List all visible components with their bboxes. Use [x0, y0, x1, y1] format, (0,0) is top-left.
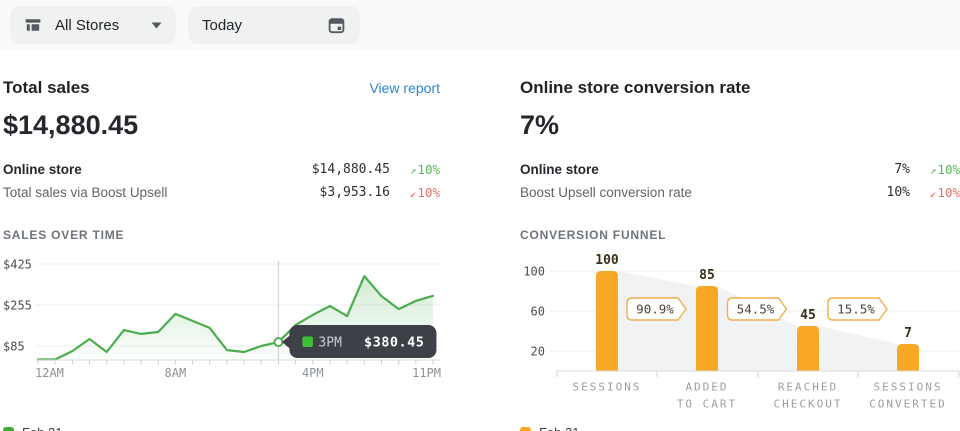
- tooltip-value: $380.45: [364, 335, 424, 351]
- svg-text:11PM: 11PM: [412, 366, 441, 380]
- tooltip-series-swatch: [302, 336, 313, 347]
- metric-delta-value: 10%: [937, 162, 960, 177]
- svg-text:100: 100: [523, 265, 545, 279]
- metric-row-online-store: Online store 7% ↗10%: [520, 158, 960, 181]
- sales-metrics: Online store $14,880.45 ↗10% Total sales…: [3, 158, 440, 204]
- legend-label: Feb 21: [22, 425, 62, 431]
- funnel-bar-value: 7: [904, 326, 912, 341]
- conversion-rate-badge-value: 15.5%: [837, 302, 875, 317]
- sales-chart-legend: Feb 21: [3, 425, 440, 431]
- funnel-category-label: ADDED: [685, 381, 728, 394]
- funnel-bar-value: 45: [800, 308, 816, 323]
- metric-delta-value: 10%: [417, 185, 440, 200]
- date-selector-button[interactable]: Today: [188, 6, 360, 44]
- funnel-category-label: TO CART: [677, 398, 737, 411]
- svg-text:8AM: 8AM: [165, 366, 187, 380]
- metric-delta: ↗10%: [910, 162, 960, 177]
- date-selector-label: Today: [202, 16, 243, 34]
- metric-value: $3,953.16: [319, 185, 390, 200]
- tooltip-time: 3PM: [318, 336, 342, 351]
- funnel-bar[interactable]: [797, 326, 819, 371]
- svg-text:20: 20: [531, 345, 545, 359]
- total-sales-title: Total sales: [3, 78, 90, 97]
- conversion-funnel-chart[interactable]: 100 60 20 100 85 45 7 90.9% 54.5% 15.5% SESSIONS AD…: [520, 253, 960, 418]
- svg-text:60: 60: [531, 305, 545, 319]
- metric-delta: ↙10%: [390, 185, 440, 200]
- funnel-category-label: SESSIONS: [573, 381, 642, 394]
- total-sales-panel: Total sales View report $14,880.45 Onlin…: [3, 78, 441, 431]
- legend-swatch-orange: [520, 427, 531, 431]
- funnel-category-label: SESSIONS: [874, 381, 943, 394]
- svg-text:$425: $425: [3, 257, 32, 271]
- funnel-bar[interactable]: [596, 271, 618, 371]
- funnel-bar[interactable]: [897, 344, 919, 371]
- svg-text:4PM: 4PM: [302, 366, 324, 380]
- metric-delta-value: 10%: [417, 162, 440, 177]
- metric-value: $14,880.45: [311, 162, 390, 177]
- trend-up-arrow-icon: ↗: [409, 164, 417, 177]
- metric-label: Online store: [3, 162, 82, 177]
- legend-swatch-green: [3, 427, 14, 431]
- svg-text:$85: $85: [3, 340, 25, 354]
- funnel-bar-value: 100: [595, 253, 619, 268]
- funnel-category-label: REACHED: [778, 381, 838, 394]
- conversion-rate-badge-value: 54.5%: [737, 302, 775, 317]
- metric-delta: ↙10%: [910, 185, 960, 200]
- funnel-category-label: CHECKOUT: [774, 398, 843, 411]
- calendar-icon: [327, 16, 346, 35]
- conversion-rate-badge: [726, 297, 788, 321]
- highlighted-point-marker: [273, 337, 284, 348]
- store-selector-button[interactable]: All Stores: [10, 6, 176, 44]
- trend-down-arrow-icon: ↙: [409, 187, 417, 200]
- conversion-rate-badge: [827, 297, 888, 321]
- trend-up-arrow-icon: ↗: [929, 164, 937, 177]
- funnel-bar-value: 85: [699, 268, 715, 283]
- funnel-category-label: CONVERTED: [869, 398, 947, 411]
- conversion-rate-value: 7%: [520, 110, 560, 140]
- metric-label: Online store: [520, 162, 599, 177]
- metric-label: Total sales via Boost Upsell: [3, 185, 168, 200]
- chart-tooltip: 3PM $380.45: [281, 325, 437, 358]
- metric-row-boost-upsell: Total sales via Boost Upsell $3,953.16 ↙…: [3, 181, 440, 204]
- conversion-rate-badge-value: 90.9%: [636, 302, 674, 317]
- funnel-chart-legend: Feb 21: [520, 425, 960, 431]
- metric-label: Boost Upsell conversion rate: [520, 185, 692, 200]
- metric-value: 7%: [894, 162, 910, 177]
- svg-text:$255: $255: [3, 298, 32, 312]
- conversion-metrics: Online store 7% ↗10% Boost Upsell conver…: [520, 158, 960, 204]
- sales-over-time-heading: SALES OVER TIME: [3, 228, 125, 242]
- dashboard-content: Total sales View report $14,880.45 Onlin…: [0, 50, 960, 431]
- trend-down-arrow-icon: ↙: [929, 187, 937, 200]
- sales-line-chart-svg: $425 $255 $85 12AM 8AM 4PM 11PM 3PM $380.45: [3, 257, 441, 380]
- store-selector-label: All Stores: [55, 16, 120, 34]
- metric-delta-value: 10%: [937, 185, 960, 200]
- view-report-link[interactable]: View report: [369, 80, 440, 96]
- funnel-bar[interactable]: [696, 286, 718, 371]
- metric-row-boost-upsell: Boost Upsell conversion rate 10% ↙10%: [520, 181, 960, 204]
- conversion-funnel-heading: CONVERSION FUNNEL: [520, 228, 667, 242]
- chevron-down-icon: [151, 22, 162, 29]
- conversion-rate-badge: [626, 297, 687, 321]
- top-bar: All Stores Today: [0, 0, 960, 50]
- conversion-rate-panel: Online store conversion rate 7% Online s…: [520, 78, 960, 431]
- metric-value: 10%: [886, 185, 910, 200]
- metric-delta: ↗10%: [390, 162, 440, 177]
- panel-header: Online store conversion rate: [520, 78, 960, 98]
- storefront-icon: [24, 16, 42, 34]
- svg-text:12AM: 12AM: [35, 366, 64, 380]
- panel-header: Total sales View report: [3, 78, 440, 98]
- conversion-funnel-svg: 100 60 20 100 85 45 7 90.9% 54.5% 15.5% SESSIONS AD…: [523, 253, 960, 411]
- total-sales-value: $14,880.45: [3, 110, 139, 140]
- legend-label: Feb 21: [539, 425, 579, 431]
- sales-over-time-chart[interactable]: $425 $255 $85 12AM 8AM 4PM 11PM 3PM $380.45: [3, 253, 441, 418]
- conversion-rate-title: Online store conversion rate: [520, 78, 751, 97]
- metric-row-online-store: Online store $14,880.45 ↗10%: [3, 158, 440, 181]
